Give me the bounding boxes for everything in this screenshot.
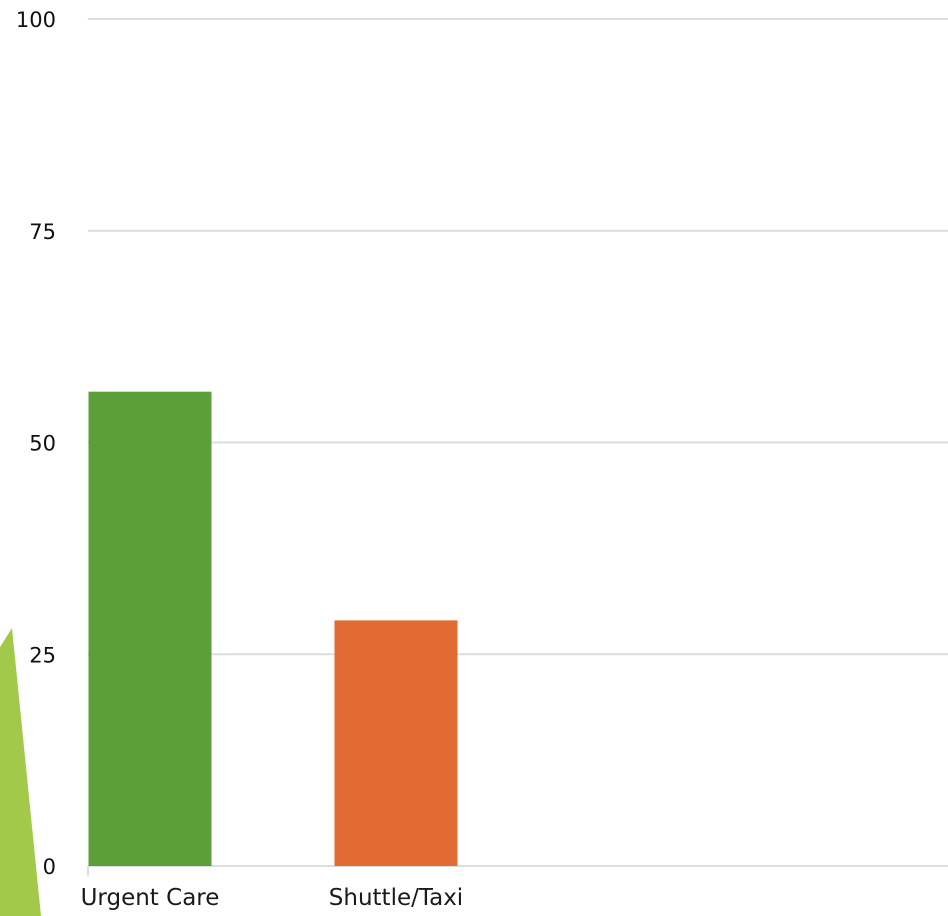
x-axis-category-labels: Urgent Care Shuttle/Taxi [81,885,464,911]
y-tick-label: 50 [29,432,56,456]
x-category-label: Shuttle/Taxi [329,885,463,911]
bar-shuttle-taxi [334,620,458,866]
y-axis-tick-labels: 0 25 50 75 100 [16,8,56,879]
y-tick-label: 0 [43,855,56,879]
y-tick-label: 100 [16,8,56,32]
bar-urgent-care [88,391,212,866]
y-tick-label: 25 [29,643,56,667]
y-tick-label: 75 [29,220,56,244]
gridlines [87,18,948,876]
decorative-green-accent-shape [0,628,41,916]
x-category-label: Urgent Care [81,885,220,911]
bars [88,391,458,866]
